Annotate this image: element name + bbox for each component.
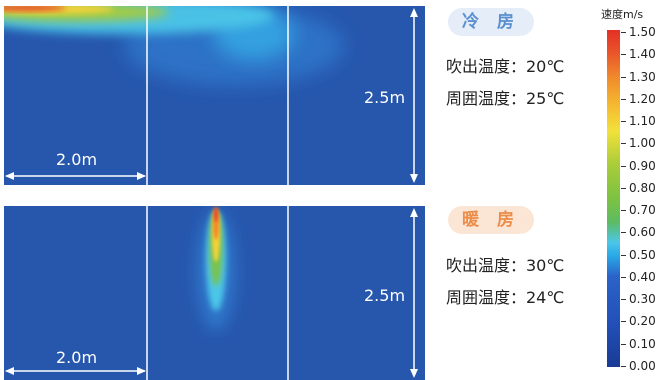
scale-tick-mark: [621, 343, 626, 345]
scale-tick-mark: [621, 32, 626, 33]
cooling-airflow-field: [4, 6, 425, 185]
scale-tick-label: 1.30: [629, 69, 656, 84]
scale-tick-label: 0.10: [629, 336, 656, 351]
scale-tick-mark: [621, 121, 626, 123]
scale-tick-label: 0.90: [629, 158, 656, 173]
scale-tick-label: 0.70: [629, 203, 656, 218]
scale-tick-label: 1.40: [629, 47, 656, 62]
velocity-color-scale: [607, 30, 620, 367]
width-label: 2.0m: [56, 348, 98, 367]
heating-mode-badge: 暖 房: [448, 206, 534, 234]
scale-tick-mark: [621, 366, 626, 367]
heating-ambient-temperature: 周囲温度：24℃: [446, 288, 565, 307]
heating-airflow-panel: 2.0m 2.5m: [4, 206, 425, 380]
scale-tick-label: 1.50: [629, 25, 656, 39]
scale-tick-label: 0.80: [629, 180, 656, 195]
height-label: 2.5m: [364, 286, 406, 305]
scale-tick-label: 0.20: [629, 314, 656, 329]
scale-tick-mark: [621, 54, 626, 56]
scale-tick-mark: [621, 165, 626, 167]
cooling-ambient-temperature: 周囲温度：25℃: [446, 89, 565, 108]
velocity-scale-title: 速度m/s: [601, 8, 644, 21]
scale-tick-label: 0.50: [629, 247, 656, 262]
scale-tick-label: 1.00: [629, 136, 656, 151]
cooling-airflow-panel: 2.0m 2.5m: [4, 6, 425, 185]
scale-tick-mark: [621, 321, 626, 323]
width-label: 2.0m: [56, 150, 98, 169]
scale-tick-mark: [621, 143, 626, 145]
scale-tick-label: 0.30: [629, 292, 656, 307]
scale-tick-mark: [621, 76, 626, 78]
cooling-mode-badge: 冷 房: [448, 8, 534, 36]
scale-tick-label: 0.60: [629, 225, 656, 240]
scale-tick-mark: [621, 187, 626, 189]
scale-tick-mark: [621, 210, 626, 212]
scale-tick-label: 0.00: [629, 359, 656, 373]
cooling-outlet-temperature: 吹出温度：20℃: [446, 57, 565, 76]
scale-tick-mark: [621, 232, 626, 234]
heating-airflow-field: [4, 206, 425, 380]
scale-tick-mark: [621, 98, 626, 100]
scale-tick-mark: [621, 276, 626, 278]
scale-tick-label: 1.20: [629, 91, 656, 106]
scale-tick-label: 0.40: [629, 269, 656, 284]
scale-tick-mark: [621, 254, 626, 256]
scale-tick-label: 1.10: [629, 114, 656, 129]
scale-tick-mark: [621, 299, 626, 301]
heating-outlet-temperature: 吹出温度：30℃: [446, 256, 565, 275]
height-label: 2.5m: [364, 88, 406, 107]
